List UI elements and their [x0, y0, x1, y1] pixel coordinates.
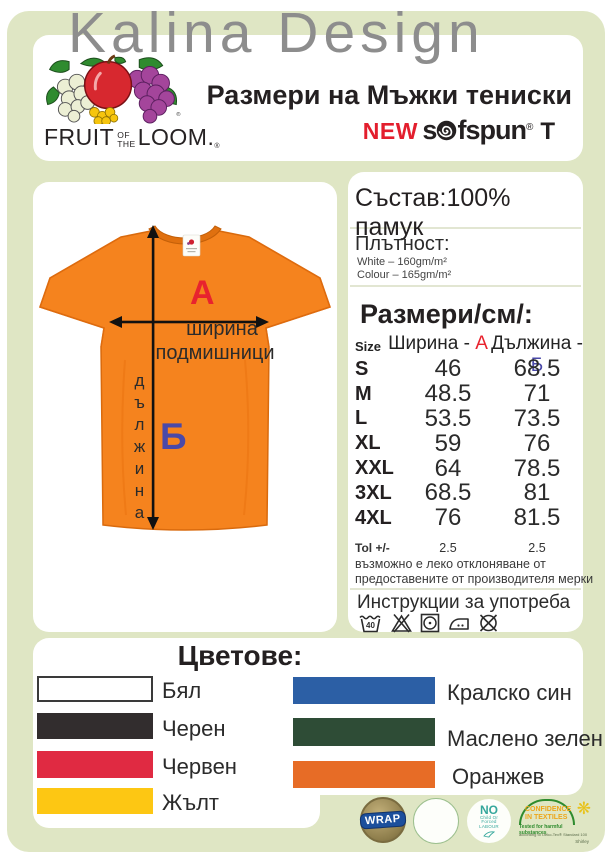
divider [350, 227, 581, 229]
fotl-neck-label [182, 234, 201, 257]
colors-title: Цветове: [177, 640, 303, 671]
table-row: S 46 68.5 [355, 355, 561, 383]
svg-text:40: 40 [366, 621, 375, 630]
new-badge: NEW [362, 118, 418, 144]
iron-low-icon [449, 618, 469, 630]
color-label: Черен [162, 716, 226, 741]
divider [350, 588, 581, 590]
table-row: M 48.5 71 [355, 380, 551, 408]
dove-icon [483, 831, 496, 838]
sizes-title: Размери/см/: [360, 299, 533, 329]
density-white: White – 160gm/m² [357, 256, 447, 268]
length-label-vertical: дължина [130, 371, 149, 525]
deviation-note: предоставените от производителя мерки [355, 572, 594, 586]
oeko-tex-logo: ❋ CONFIDENCE IN TEXTILES Tested for harm… [519, 799, 591, 844]
color-label: Жълт [162, 790, 219, 815]
color-label: Оранжев [452, 764, 545, 789]
color-swatch-orange [293, 761, 435, 788]
tumble-dry-icon [420, 613, 440, 633]
wash-40-icon: 40 [359, 615, 381, 633]
color-swatch-red [37, 751, 153, 778]
column-header-width: Ширина - А [388, 333, 488, 354]
brand-fruit: FRUIT [44, 124, 115, 150]
do-not-bleach-icon [391, 613, 412, 633]
table-row: 3XL 68.5 81 [355, 479, 551, 507]
swirl-o-icon [437, 120, 457, 141]
width-label-line2: подмишници [155, 342, 275, 364]
color-label: Червен [162, 754, 237, 779]
size-table: S 46 68.5 M 48.5 71 L 53.5 73.5 XL 59 76… [355, 355, 581, 532]
svg-text:®: ® [176, 111, 181, 118]
table-row: XXL 64 78.5 [355, 454, 561, 482]
tshirt-shape [39, 230, 331, 531]
product-line: NEW s fspun® T [170, 115, 555, 146]
width-arrow [109, 316, 269, 328]
color-swatch-royal-blue [293, 677, 435, 704]
table-row: XL 59 76 [355, 429, 551, 457]
faded-certification-logo [413, 798, 459, 844]
color-swatch-yellow [37, 788, 153, 814]
length-arrow [147, 225, 159, 530]
color-swatch-white [37, 676, 153, 702]
width-label-line1: ширина [186, 318, 258, 340]
brand-wordmark: FRUIT OF THE LOOM. ® [44, 124, 220, 151]
color-swatch-black [37, 713, 153, 739]
color-label: Маслено зелен [447, 726, 603, 751]
density-colour: Colour – 165gm/m² [357, 269, 452, 281]
care-instructions-title: Инструкции за употреба [357, 592, 571, 613]
column-header-length: Дължина - Б [491, 333, 583, 376]
no-child-labour-logo: NO Child Or Forced LABOUR [467, 799, 511, 843]
color-label: Кралско син [447, 680, 572, 705]
brand-of-the: OF THE [117, 130, 136, 149]
watermark: Kalina Design [68, 1, 485, 65]
density-title: Плътност: [355, 233, 450, 255]
oeko-flower-icon: ❋ [576, 799, 591, 818]
divider [350, 285, 581, 287]
info-panel [348, 172, 583, 632]
fruit-of-the-loom-logo-icon: ® [46, 54, 181, 124]
do-not-dry-clean-icon [479, 614, 498, 632]
color-label: Бял [162, 678, 202, 703]
brand-reg: ® [214, 143, 220, 150]
product-name: s fspun [422, 115, 527, 145]
brand-loom: LOOM. [137, 124, 215, 150]
page-title: Размери на Мъжки тениски [206, 80, 572, 110]
wrap-certification-logo: WRAP [359, 797, 407, 843]
composition-text: Състав:100% памук [355, 184, 511, 241]
table-row: 4XL 76 81.5 [355, 504, 561, 532]
column-header-size: Size [355, 339, 382, 354]
table-row: L 53.5 73.5 [355, 405, 561, 432]
measure-letter-b: Б [160, 416, 187, 457]
color-swatch-olive-green [293, 718, 435, 746]
tolerance-row: Tol +/- 2.5 2.5 [355, 541, 546, 555]
product-suffix: T [540, 118, 555, 145]
tshirt-diagram [39, 225, 331, 531]
care-icons-row: 40 [357, 611, 501, 635]
deviation-note: възможно е леко отклоняване от [355, 557, 546, 571]
product-reg: ® [525, 122, 534, 133]
measure-letter-a: А [190, 274, 215, 312]
